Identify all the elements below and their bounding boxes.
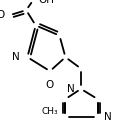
- Text: CH₃: CH₃: [42, 107, 58, 116]
- Text: O: O: [46, 80, 54, 90]
- Text: N: N: [67, 84, 75, 94]
- Text: OH: OH: [38, 0, 54, 5]
- Text: N: N: [104, 112, 111, 122]
- Text: O: O: [0, 10, 5, 20]
- Text: N: N: [12, 52, 20, 62]
